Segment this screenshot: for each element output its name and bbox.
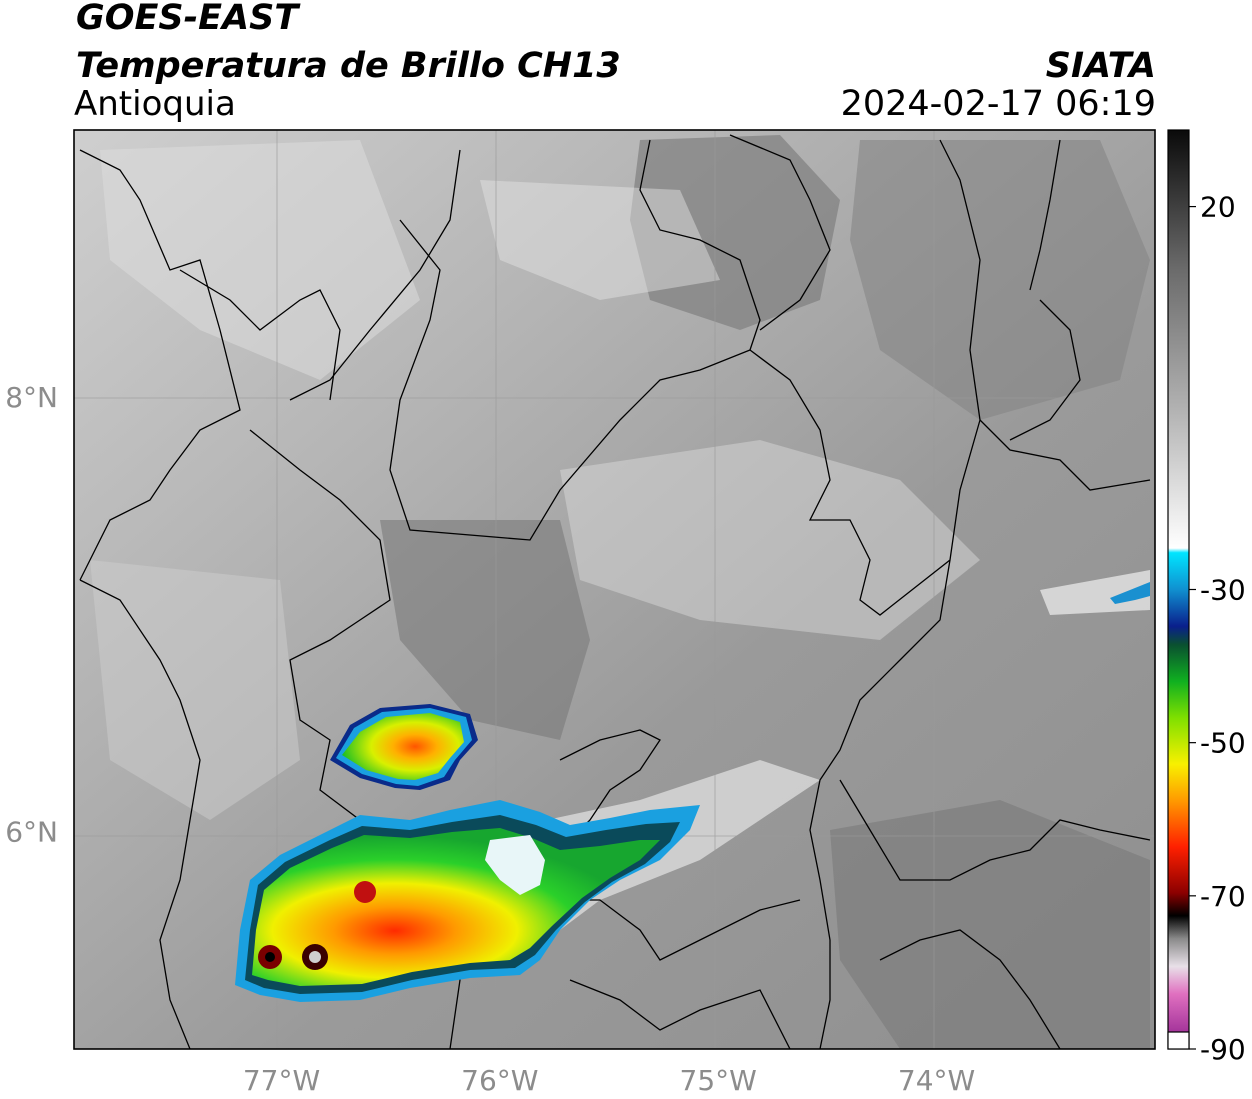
product-title: Temperatura de Brillo CH13 [76, 46, 621, 86]
agency-label: SIATA [1045, 46, 1156, 86]
cloud-streak [480, 180, 720, 300]
warm-region [380, 520, 590, 740]
cloud-streak [100, 140, 420, 380]
latitude-tick-label: 8°N [5, 381, 58, 414]
longitude-tick-label: 77°W [243, 1064, 320, 1097]
latitude-labels: 8°N 6°N [5, 381, 58, 849]
colorbar-tick-label: -90 [1200, 1033, 1246, 1066]
longitude-tick-label: 75°W [680, 1064, 757, 1097]
colorbar-tick-label: 20 [1200, 191, 1236, 224]
longitude-labels: 77°W 76°W 75°W 74°W [243, 1064, 975, 1097]
colorbar-under-swatch [1167, 1031, 1190, 1050]
latitude-tick-label: 6°N [5, 816, 58, 849]
map-area [74, 130, 1155, 1049]
datetime-label: 2024-02-17 06:19 [840, 84, 1156, 124]
colorbar-tick-label: -30 [1200, 574, 1246, 607]
cloud-streak [90, 560, 300, 820]
warm-region [630, 135, 840, 330]
convective-cell-north [330, 704, 478, 790]
cloud-streak [1040, 570, 1150, 615]
warm-region [830, 800, 1150, 1049]
boundaries [79, 134, 1151, 1049]
small-cold-patch [1110, 582, 1150, 604]
warm-region [850, 140, 1150, 420]
longitude-tick-label: 74°W [898, 1064, 975, 1097]
colorbar: 20 -30 -50 -70 -90 [1167, 129, 1246, 1066]
cloud-streak [560, 440, 980, 640]
colorbar-gradient [1167, 129, 1190, 1050]
longitude-tick-label: 76°W [461, 1064, 538, 1097]
satellite-title: GOES-EAST [76, 0, 299, 38]
region-label: Antioquia [74, 84, 236, 124]
colorbar-tick-label: -70 [1200, 880, 1246, 913]
colorbar-tick-label: -50 [1200, 727, 1246, 760]
convective-cell-south [235, 582, 1150, 1002]
map-frame [73, 129, 1156, 1050]
